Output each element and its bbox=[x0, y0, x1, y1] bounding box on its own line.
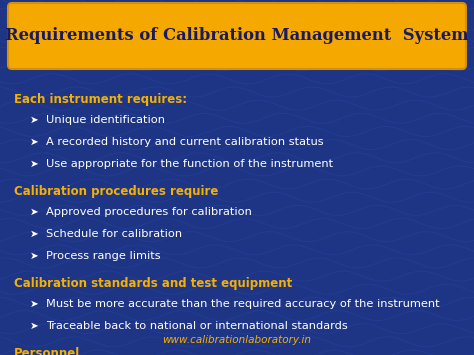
Text: Personnel: Personnel bbox=[14, 347, 80, 355]
Text: Each instrument requires:: Each instrument requires: bbox=[14, 93, 187, 106]
Text: ➤: ➤ bbox=[30, 229, 39, 239]
Text: Calibration standards and test equipment: Calibration standards and test equipment bbox=[14, 277, 292, 290]
Text: ➤: ➤ bbox=[30, 137, 39, 147]
Text: Approved procedures for calibration: Approved procedures for calibration bbox=[46, 207, 252, 217]
Text: ➤: ➤ bbox=[30, 299, 39, 309]
Text: Use appropriate for the function of the instrument: Use appropriate for the function of the … bbox=[46, 159, 333, 169]
Text: Requirements of Calibration Management  System: Requirements of Calibration Management S… bbox=[5, 27, 469, 44]
Text: Calibration procedures require: Calibration procedures require bbox=[14, 185, 219, 198]
Text: ➤: ➤ bbox=[30, 321, 39, 331]
Text: Traceable back to national or international standards: Traceable back to national or internatio… bbox=[46, 321, 348, 331]
Text: Schedule for calibration: Schedule for calibration bbox=[46, 229, 182, 239]
Text: Must be more accurate than the required accuracy of the instrument: Must be more accurate than the required … bbox=[46, 299, 439, 309]
Text: ➤: ➤ bbox=[30, 159, 39, 169]
Text: ➤: ➤ bbox=[30, 207, 39, 217]
Text: Process range limits: Process range limits bbox=[46, 251, 161, 261]
Text: A recorded history and current calibration status: A recorded history and current calibrati… bbox=[46, 137, 324, 147]
Text: Unique identification: Unique identification bbox=[46, 115, 165, 125]
FancyBboxPatch shape bbox=[8, 3, 466, 69]
Text: ➤: ➤ bbox=[30, 115, 39, 125]
Text: ➤: ➤ bbox=[30, 251, 39, 261]
Text: www.calibrationlaboratory.in: www.calibrationlaboratory.in bbox=[163, 335, 311, 345]
